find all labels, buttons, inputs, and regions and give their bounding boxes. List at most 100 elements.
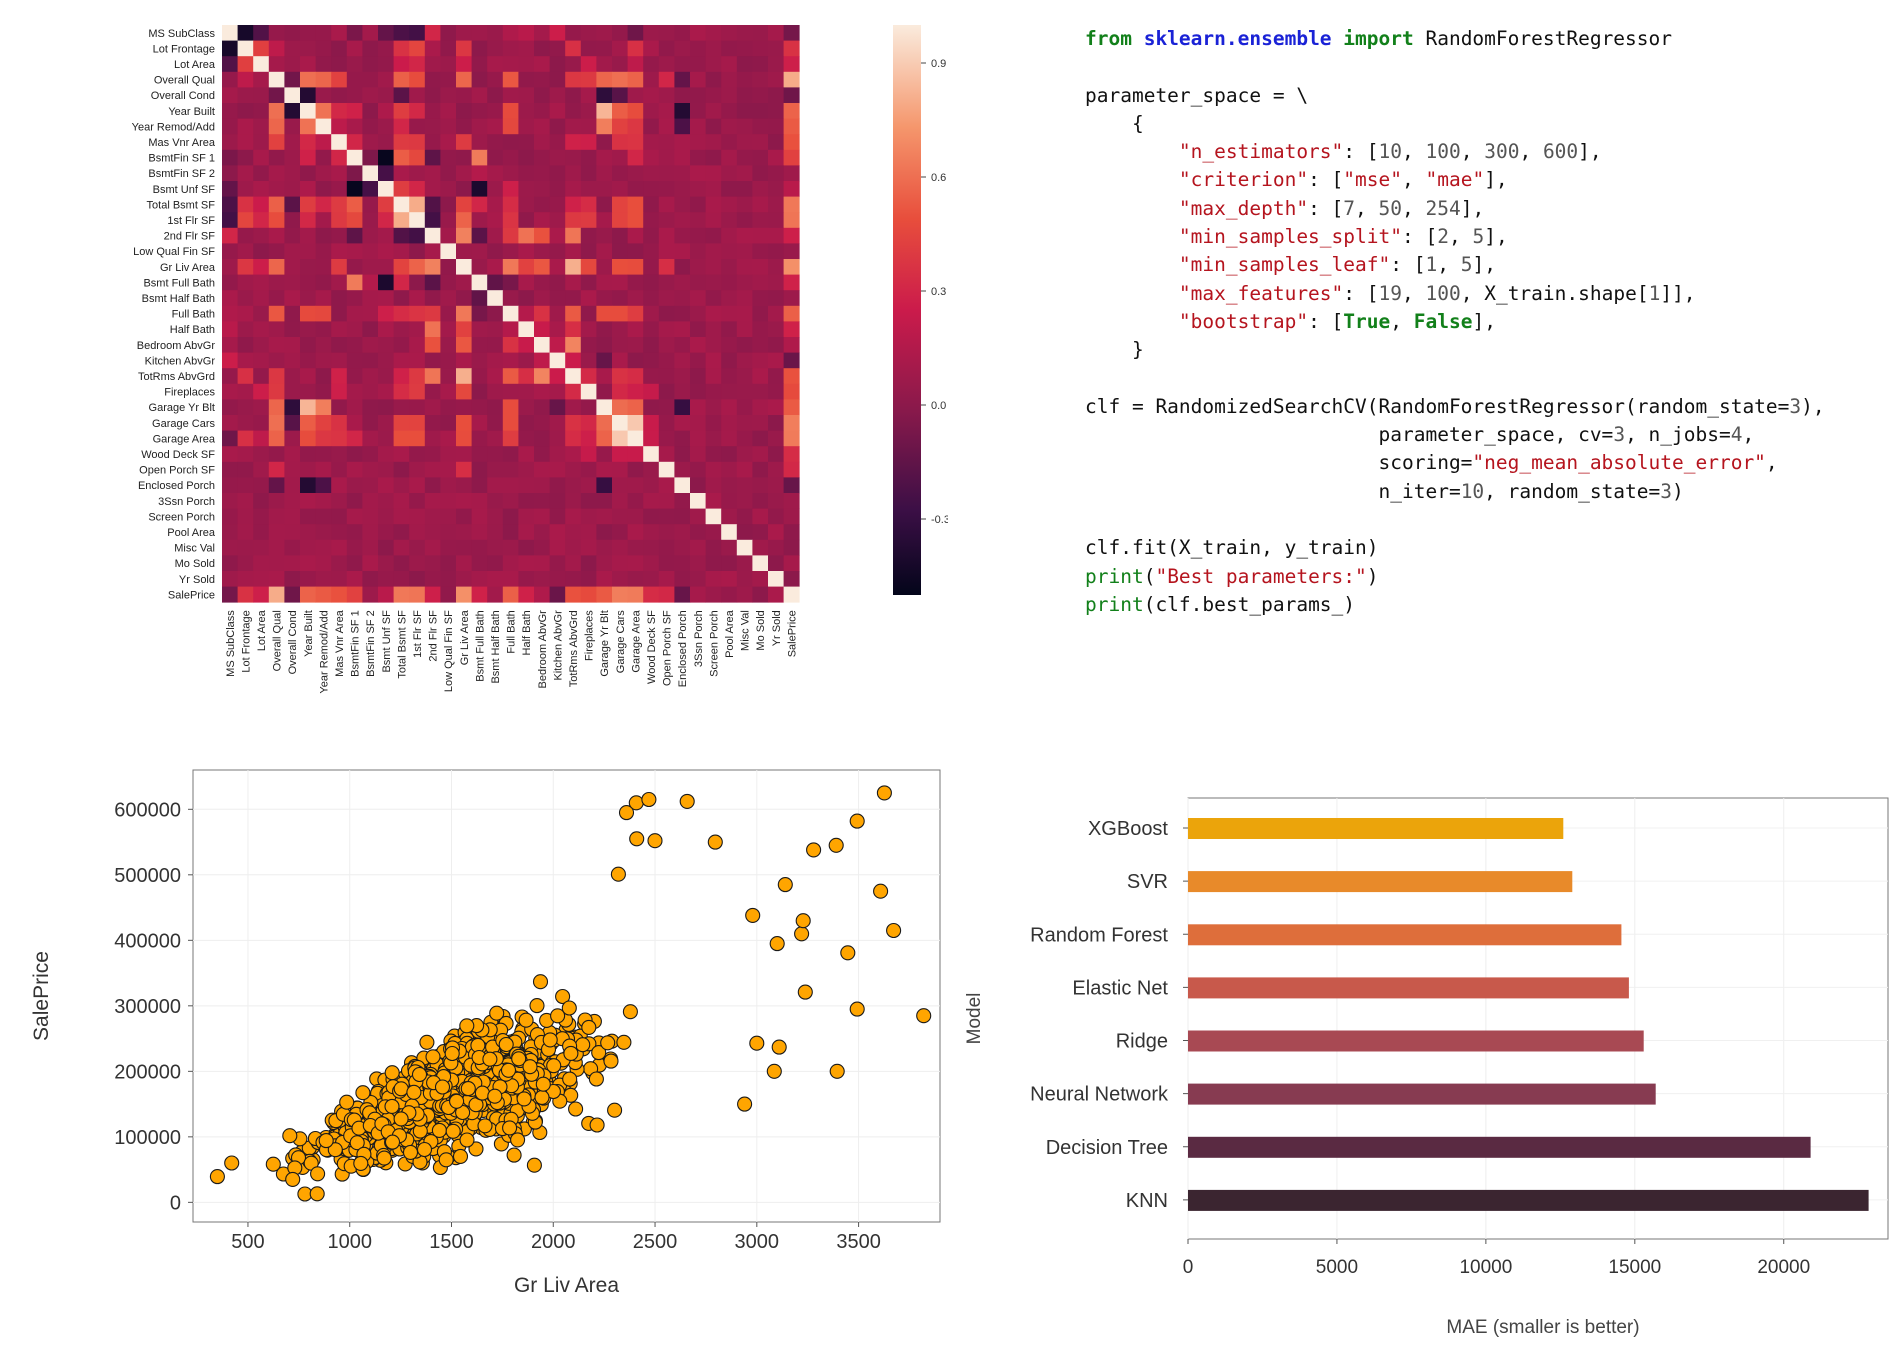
heatmap-cell (721, 40, 738, 57)
heatmap-cell (487, 337, 504, 353)
heatmap-cell (736, 196, 753, 213)
heatmap-cell (237, 493, 254, 509)
heatmap-cell (471, 212, 488, 229)
code-token: "max_features" (1178, 281, 1344, 305)
heatmap-cell (424, 118, 441, 135)
heatmap-cell (253, 259, 270, 275)
code-token (1085, 197, 1179, 220)
heatmap-cell (518, 352, 535, 369)
scatter-point (849, 1001, 865, 1017)
heatmap-cell (502, 103, 519, 119)
heatmap-cell (596, 539, 613, 556)
heatmap-cell (409, 243, 426, 260)
heatmap-cell (596, 352, 613, 369)
heatmap-cell (331, 71, 348, 88)
scatter-point (434, 1079, 451, 1095)
code-token: import (1331, 27, 1426, 50)
heatmap-cell (284, 383, 301, 400)
scatter-point (806, 842, 822, 858)
heatmap-cell (424, 56, 441, 73)
heatmap-cell (237, 71, 254, 88)
heatmap-cell (518, 274, 535, 291)
heatmap-cell (300, 571, 316, 587)
heatmap-cell (612, 493, 628, 509)
heatmap-cell (534, 274, 550, 291)
heatmap-cell (596, 165, 613, 182)
heatmap-cell (612, 25, 628, 41)
heatmap-col-label: Lot Area (256, 609, 268, 651)
heatmap-cell (222, 571, 238, 587)
heatmap-cell (284, 477, 301, 494)
heatmap-cell (362, 586, 379, 603)
heatmap-cell (674, 321, 691, 338)
heatmap-cell (487, 399, 504, 416)
bar (1188, 1083, 1656, 1105)
heatmap-cell (783, 461, 800, 478)
code-token: "mse" (1343, 168, 1402, 192)
heatmap-cell (456, 337, 472, 353)
code-line (1085, 365, 1875, 393)
heatmap-cell (705, 524, 722, 541)
heatmap-cell (596, 477, 613, 494)
heatmap-cell (612, 71, 628, 88)
scatter-point (482, 1051, 498, 1067)
heatmap-cell (627, 461, 644, 478)
heatmap-cell (346, 508, 363, 525)
heatmap-cell (643, 165, 660, 182)
heatmap-cell (315, 243, 332, 260)
code-token: parameter_space = \ (1085, 83, 1309, 107)
heatmap-cell (705, 25, 722, 41)
colorbar-tick-label: 0.0 (931, 400, 946, 412)
heatmap-cell (393, 274, 410, 291)
heatmap-cell (253, 399, 270, 416)
heatmap-cell (268, 337, 285, 353)
heatmap-cell (783, 555, 800, 572)
heatmap-col-label: Garage Yr Blt (599, 610, 611, 676)
heatmap-cell (627, 321, 644, 338)
heatmap-cell (393, 212, 410, 229)
heatmap-cell (300, 87, 316, 104)
heatmap-cell (409, 40, 426, 57)
heatmap-cell (268, 368, 285, 385)
heatmap-cell (768, 305, 784, 322)
heatmap-cell (300, 493, 316, 509)
heatmap-row-label: BsmtFin SF 1 (148, 153, 215, 165)
heatmap-cell (222, 149, 238, 166)
heatmap-cell (721, 71, 738, 88)
heatmap-cell (393, 103, 410, 119)
heatmap-cell (300, 368, 316, 385)
heatmap-cell (783, 25, 800, 41)
heatmap-cell (315, 415, 332, 431)
heatmap-cell (346, 149, 363, 166)
code-token: n_iter= (1085, 479, 1461, 503)
heatmap-cell (331, 368, 348, 385)
heatmap-cell (393, 539, 410, 556)
heatmap-cell (268, 524, 285, 541)
heatmap-cell (456, 586, 472, 603)
scatter-point (474, 1085, 490, 1101)
heatmap-cell (362, 337, 379, 353)
heatmap-cell (768, 539, 784, 556)
heatmap-cell (284, 165, 301, 182)
heatmap-cell (409, 87, 426, 104)
heatmap-cell (284, 586, 301, 603)
heatmap-cell (222, 274, 238, 291)
heatmap-cell (393, 477, 410, 494)
heatmap-cell (346, 555, 363, 572)
heatmap-col-label: 1st Flr SF (412, 610, 424, 658)
heatmap-cell (549, 149, 566, 166)
heatmap-cell (502, 165, 519, 182)
bar-x-tick-label: 10000 (1459, 1257, 1512, 1278)
heatmap-cell (222, 103, 238, 119)
heatmap-cell (705, 305, 722, 322)
heatmap-cell (315, 118, 332, 135)
heatmap-cell (222, 305, 238, 322)
heatmap-cell (565, 40, 582, 57)
heatmap-cell (268, 321, 285, 338)
heatmap-cell (658, 71, 675, 88)
heatmap-cell (331, 571, 348, 587)
heatmap-cell (690, 571, 706, 587)
heatmap-cell (471, 87, 488, 104)
heatmap-cell (580, 290, 597, 307)
heatmap-cell (237, 524, 254, 541)
